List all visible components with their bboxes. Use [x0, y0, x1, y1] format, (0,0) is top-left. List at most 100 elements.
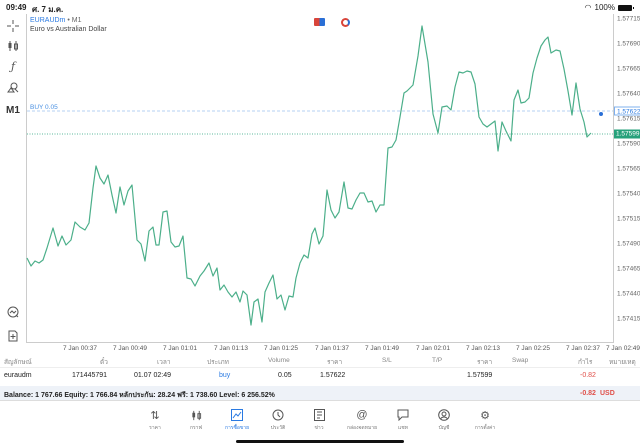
y-tick: 1.57565: [617, 165, 640, 173]
y-tick: 1.57415: [617, 315, 640, 323]
x-tick: 7 Jan 02:25: [516, 345, 550, 352]
col-swap[interactable]: Swap: [512, 357, 529, 364]
x-tick: 7 Jan 01:13: [214, 345, 248, 352]
total-profit-currency: USD: [600, 390, 615, 397]
nav-label: บัญชี: [438, 425, 450, 431]
symbol-name[interactable]: EURAUDm: [30, 17, 66, 24]
symbol-info: EURAUDm • M1 Euro vs Australian Dollar: [30, 16, 107, 34]
y-axis: 1.57715 1.57690 1.57665 1.57640 1.57615 …: [614, 14, 640, 344]
position-time: 01.07 02:49: [134, 372, 171, 379]
nav-label: ข่าว: [314, 425, 324, 431]
x-tick: 7 Jan 01:37: [315, 345, 349, 352]
col-sl[interactable]: S/L: [382, 357, 392, 364]
symbol-description: Euro vs Australian Dollar: [30, 26, 107, 33]
x-tick: 7 Jan 01:49: [365, 345, 399, 352]
y-tick: 1.57590: [617, 140, 640, 148]
col-open-price[interactable]: ราคา: [327, 359, 343, 366]
news-icon: [313, 408, 325, 422]
trade-icon: [231, 408, 243, 422]
timeframe-label: M1: [71, 17, 82, 24]
bid-price-tag: 1.57599: [614, 129, 640, 139]
x-tick: 7 Jan 01:25: [264, 345, 298, 352]
nav-label: แชท: [398, 425, 408, 431]
chat-icon: [397, 408, 409, 422]
col-symbol[interactable]: สัญลักษณ์: [4, 359, 32, 366]
nav-quotes[interactable]: ⇅ ราคา: [133, 408, 177, 432]
nav-label: การซื้อขาย: [224, 425, 250, 431]
trade-panel-icon[interactable]: [314, 18, 325, 26]
home-indicator[interactable]: [236, 440, 404, 443]
nav-label: กล่องจดหมาย: [346, 425, 378, 431]
bottom-nav: ⇅ ราคา กราฟ การซื้อขาย ประวัติ ข่าว @ กล…: [0, 402, 640, 447]
col-type[interactable]: ประเภท: [207, 359, 229, 366]
y-tick: 1.57465: [617, 265, 640, 273]
y-tick: 1.57440: [617, 290, 640, 298]
nav-label: การตั้งค่า: [474, 425, 496, 431]
nav-chat[interactable]: แชท: [381, 408, 425, 432]
col-price[interactable]: ราคา: [477, 359, 493, 366]
sentiment-icon[interactable]: [341, 18, 350, 27]
nav-label: ราคา: [149, 425, 161, 431]
nav-history[interactable]: ประวัติ: [256, 408, 300, 432]
nav-settings[interactable]: ⚙ การตั้งค่า: [463, 408, 507, 432]
nav-trade[interactable]: การซื้อขาย: [215, 408, 259, 432]
crosshair-icon[interactable]: [4, 18, 22, 34]
y-tick: 1.57715: [617, 15, 640, 23]
nav-news[interactable]: ข่าว: [297, 408, 341, 432]
clock: 09:49: [6, 3, 27, 12]
timeframe-button[interactable]: M1: [6, 104, 20, 116]
x-tick: 7 Jan 00:49: [113, 345, 147, 352]
col-volume[interactable]: Volume: [268, 357, 290, 364]
chart-canvas[interactable]: [26, 14, 614, 343]
nav-label: กราฟ: [189, 425, 203, 431]
x-tick: 7 Jan 00:37: [63, 345, 97, 352]
status-bar: 09:49 ศ. 7 ม.ค. ◠ 100%: [0, 0, 640, 14]
col-ticket[interactable]: ตั๋ว: [100, 359, 108, 366]
nav-chart[interactable]: กราฟ: [174, 408, 218, 432]
position-row[interactable]: euraudm 171445791 01.07 02:49 buy 0.05 1…: [0, 368, 640, 385]
x-tick: 7 Jan 02:37: [566, 345, 600, 352]
quotes-icon: ⇅: [150, 409, 160, 422]
y-tick: 1.57665: [617, 65, 640, 73]
status-right: ◠ 100%: [584, 3, 634, 12]
wifi-icon: ◠: [584, 3, 592, 12]
x-tick: 7 Jan 02:49: [606, 345, 640, 352]
col-tp[interactable]: T/P: [432, 357, 443, 364]
gear-icon: ⚙: [480, 409, 490, 422]
mailbox-icon: @: [356, 409, 368, 421]
price-line: [26, 25, 592, 326]
chart-type-icon[interactable]: [4, 38, 22, 54]
nav-mailbox[interactable]: @ กล่องจดหมาย: [340, 408, 384, 432]
x-tick: 7 Jan 02:01: [416, 345, 450, 352]
chart-toolbar: ƒ M1: [0, 14, 26, 344]
date: ศ. 7 ม.ค.: [32, 5, 64, 14]
buy-order-label[interactable]: BUY 0.05: [30, 104, 58, 111]
position-type: buy: [219, 372, 231, 379]
timeframe-separator: •: [67, 17, 70, 24]
col-profit[interactable]: กำไร: [578, 359, 593, 366]
position-open-price: 1.57622: [320, 372, 346, 379]
order-marker[interactable]: [599, 112, 603, 116]
x-axis: 7 Jan 00:37 7 Jan 00:49 7 Jan 01:01 7 Ja…: [26, 343, 640, 353]
account-summary-text: Balance: 1 767.66 Equity: 1 766.84 หลักป…: [4, 392, 275, 399]
total-profit: -0.82: [580, 390, 596, 397]
y-tick: 1.57515: [617, 215, 640, 223]
position-symbol: euraudm: [4, 372, 32, 379]
new-order-icon[interactable]: [4, 328, 22, 344]
chart-top-icons: [314, 18, 350, 27]
objects-icon[interactable]: [4, 79, 22, 95]
chart-icon: [191, 408, 202, 422]
y-tick: 1.57540: [617, 190, 640, 198]
order-price-tag: 1.57622: [614, 106, 640, 116]
history-icon: [272, 408, 284, 422]
col-time[interactable]: เวลา: [157, 359, 171, 366]
one-click-trading-icon[interactable]: [4, 304, 22, 320]
indicators-icon[interactable]: ƒ: [10, 59, 16, 73]
col-comment[interactable]: หมายเหตุ: [609, 359, 636, 366]
y-tick: 1.57640: [617, 90, 640, 98]
y-tick: 1.57490: [617, 240, 640, 248]
nav-account[interactable]: บัญชี: [422, 408, 466, 432]
nav-label: ประวัติ: [270, 425, 286, 431]
y-tick: 1.57690: [617, 40, 640, 48]
